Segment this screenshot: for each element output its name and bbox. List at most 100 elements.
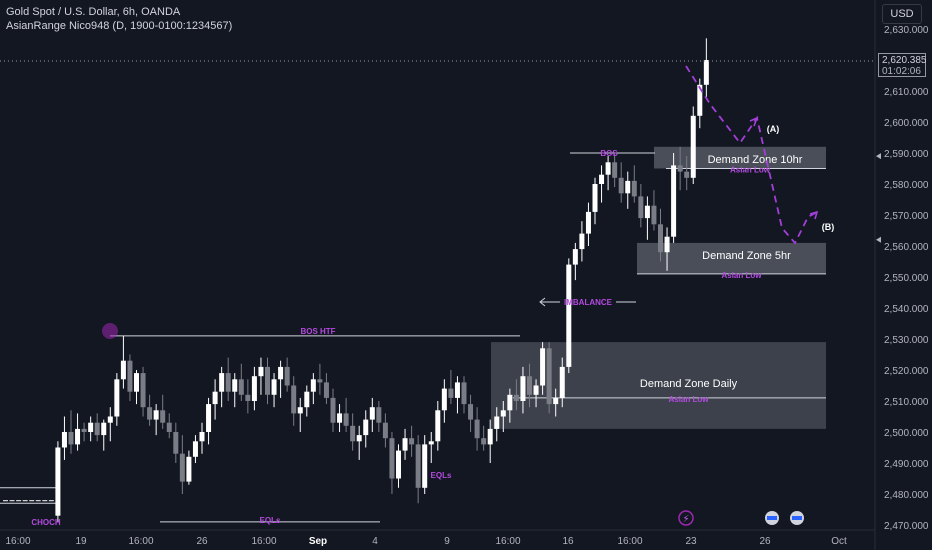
- time-tick-label[interactable]: 26: [759, 536, 771, 547]
- price-tick-label[interactable]: 2,470.000: [884, 521, 929, 532]
- annotation-choch: CHOCH: [31, 518, 61, 527]
- indicator-label[interactable]: AsianRange Nico948 (D, 1900-0100:1234567…: [6, 20, 233, 32]
- candle: [585, 211, 591, 234]
- time-tick-label[interactable]: 26: [196, 536, 208, 547]
- candle: [599, 174, 605, 184]
- candle: [658, 224, 663, 253]
- price-tick-label[interactable]: 2,480.000: [884, 490, 929, 501]
- candle: [291, 385, 297, 414]
- candle: [232, 379, 238, 392]
- candle: [513, 394, 519, 401]
- candle: [422, 444, 428, 488]
- price-tick-label[interactable]: 2,580.000: [884, 180, 929, 191]
- price-tick-label[interactable]: 2,590.000: [884, 149, 929, 160]
- candle: [134, 373, 139, 392]
- candle: [206, 404, 212, 432]
- candle: [179, 453, 185, 482]
- candle: [441, 388, 447, 411]
- projection-path: [685, 65, 818, 245]
- price-tick-label[interactable]: 2,490.000: [884, 459, 929, 470]
- candle: [55, 447, 61, 516]
- last-price-value: 2,620.385: [882, 55, 927, 66]
- time-tick-label[interactable]: 16:00: [251, 536, 276, 547]
- candle: [690, 115, 696, 178]
- time-tick-label[interactable]: 16:00: [5, 536, 30, 547]
- candle: [173, 432, 179, 454]
- zone-label: Demand Zone Daily: [640, 378, 738, 390]
- time-tick-label[interactable]: 9: [444, 536, 450, 547]
- candle: [160, 410, 166, 423]
- price-tick-label[interactable]: 2,570.000: [884, 211, 929, 222]
- candle: [323, 382, 329, 398]
- event-flag-icon[interactable]: [765, 511, 779, 525]
- candle: [297, 407, 303, 414]
- candle: [330, 397, 336, 423]
- candle: [402, 438, 408, 451]
- candle: [35, 500, 41, 502]
- candle: [94, 422, 100, 436]
- time-tick-label[interactable]: 23: [685, 536, 697, 547]
- candle: [88, 422, 94, 432]
- candle: [42, 500, 48, 502]
- candle: [454, 382, 460, 398]
- currency-button[interactable]: USD: [882, 4, 922, 24]
- annotation-labels: BOS HTF BOS IMBALANCE EQLs EQLs CHOCH (A) (B): [31, 124, 834, 527]
- candle: [219, 373, 225, 392]
- price-tick-label[interactable]: 2,550.000: [884, 273, 929, 284]
- candle: [225, 373, 231, 392]
- time-tick-label[interactable]: 16:00: [128, 536, 153, 547]
- candle: [61, 432, 67, 448]
- candle: [199, 432, 205, 442]
- time-tick-label[interactable]: 16: [562, 536, 574, 547]
- candle: [120, 360, 126, 380]
- price-axis-marker: [876, 153, 881, 160]
- candle: [245, 394, 251, 401]
- price-tick-label[interactable]: 2,530.000: [884, 335, 929, 346]
- candle: [153, 410, 159, 420]
- candle: [474, 419, 480, 439]
- candle: [166, 422, 172, 432]
- price-tick-label[interactable]: 2,560.000: [884, 242, 929, 253]
- zone-label: Demand Zone 10hr: [708, 154, 803, 166]
- asian-low-label: Asian Low: [721, 271, 762, 280]
- event-flag-icon-2[interactable]: [790, 511, 804, 525]
- candle: [304, 391, 310, 408]
- candle: [192, 441, 198, 457]
- time-axis[interactable]: 16:00 19 16:00 26 16:00 Sep 4 9 16:00 16 16:00 23 26…: [5, 536, 847, 547]
- projection-arrow-b: [809, 210, 819, 220]
- candle: [638, 196, 644, 219]
- candle: [527, 376, 532, 395]
- time-tick-label[interactable]: 16:00: [495, 536, 520, 547]
- candle: [147, 407, 153, 420]
- candle: [703, 60, 709, 85]
- price-tick-label[interactable]: 2,600.000: [884, 118, 929, 129]
- annotation-eqls: EQLs: [260, 516, 281, 525]
- candle: [22, 500, 28, 502]
- candle: [697, 84, 703, 116]
- time-tick-label[interactable]: 4: [372, 536, 378, 547]
- candle: [75, 428, 81, 445]
- bar-countdown: 01:02:06: [882, 66, 921, 77]
- time-tick-label[interactable]: 19: [75, 536, 87, 547]
- price-tick-label[interactable]: 2,520.000: [884, 366, 929, 377]
- candle: [553, 397, 559, 405]
- price-tick-label[interactable]: 2,630.000: [884, 25, 929, 36]
- candle: [284, 366, 290, 386]
- candle: [579, 233, 585, 250]
- candle: [271, 379, 277, 395]
- lightning-icon[interactable]: ⚡: [678, 510, 694, 526]
- time-tick-label[interactable]: Oct: [831, 536, 847, 547]
- price-tick-label[interactable]: 2,500.000: [884, 428, 929, 439]
- time-tick-label[interactable]: Sep: [309, 536, 327, 547]
- asian-low-label: Asian Low: [730, 166, 771, 175]
- annotation-boshtf: BOS HTF: [300, 327, 335, 336]
- price-axis[interactable]: 2,470.000 2,480.000 2,490.000 2,500.000 2,51…: [876, 25, 929, 532]
- price-tick-label[interactable]: 2,540.000: [884, 304, 929, 315]
- price-tick-label[interactable]: 2,510.000: [884, 397, 929, 408]
- candle: [435, 410, 441, 442]
- candle: [107, 416, 113, 423]
- time-tick-label[interactable]: 16:00: [617, 536, 642, 547]
- price-tick-label[interactable]: 2,610.000: [884, 87, 929, 98]
- candle: [376, 407, 382, 423]
